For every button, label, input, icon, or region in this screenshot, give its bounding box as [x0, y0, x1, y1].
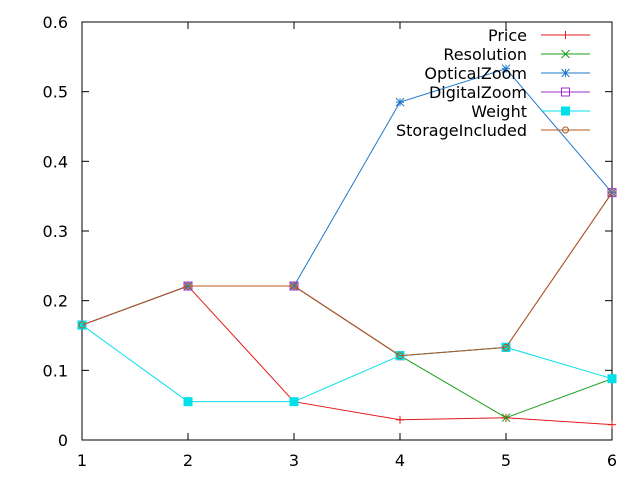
- data-point: [290, 282, 298, 290]
- legend-entry: OpticalZoom: [424, 64, 590, 83]
- legend-marker: [562, 126, 569, 134]
- data-point: [184, 282, 192, 290]
- legend-marker: [561, 49, 570, 59]
- legend-entry: Price: [488, 26, 590, 45]
- data-point: [501, 413, 511, 423]
- series-weight: [77, 320, 617, 407]
- legend-label: Price: [488, 26, 527, 45]
- series-line: [81, 68, 613, 326]
- y-tick-label: 0.5: [43, 83, 68, 102]
- series-resolution: [77, 281, 617, 423]
- legend-entry: Weight: [471, 102, 590, 121]
- series-opticalzoom: [77, 64, 617, 330]
- data-point: [607, 374, 617, 384]
- x-tick-label: 6: [607, 451, 617, 470]
- x-tick-label: 1: [77, 451, 87, 470]
- y-tick-label: 0.3: [43, 222, 68, 241]
- legend-label: DigitalZoom: [429, 83, 527, 102]
- series-line: [81, 285, 613, 419]
- legend-marker: [561, 87, 570, 97]
- data-point: [183, 397, 193, 407]
- legend: PriceResolutionOpticalZoomDigitalZoomWei…: [396, 26, 590, 140]
- data-point: [608, 420, 616, 429]
- legend-label: StorageIncluded: [396, 121, 527, 140]
- data-point: [502, 343, 510, 351]
- legend-label: Weight: [471, 102, 527, 121]
- series-line: [81, 192, 613, 357]
- x-tick-label: 3: [289, 451, 299, 470]
- legend-label: OpticalZoom: [424, 64, 527, 83]
- legend-marker: [561, 106, 570, 116]
- data-point: [501, 64, 511, 74]
- x-tick-label: 4: [395, 451, 405, 470]
- plot-frame: [81, 21, 613, 441]
- legend-entry: StorageIncluded: [396, 121, 590, 140]
- axes: 0 0.1 0.2 0.3 0.4 0.5 0.6 1 2 3 4 5 6: [43, 13, 618, 470]
- legend-label: Resolution: [443, 45, 527, 64]
- y-tick-label: 0.6: [43, 13, 68, 32]
- data-point: [396, 352, 404, 360]
- data-point: [395, 97, 405, 107]
- data-point: [289, 397, 299, 407]
- legend-entry: Resolution: [443, 45, 590, 64]
- legend-marker: [561, 31, 570, 39]
- data-point: [608, 189, 616, 197]
- x-tick-label: 5: [501, 451, 511, 470]
- data-point: [607, 188, 617, 198]
- y-tick-label: 0: [58, 431, 68, 450]
- plot-series: [77, 64, 617, 429]
- y-tick-label: 0.2: [43, 292, 68, 311]
- legend-entry: DigitalZoom: [429, 83, 590, 102]
- legend-marker: [561, 68, 570, 78]
- series-line: [81, 192, 613, 357]
- series-line: [81, 324, 613, 403]
- x-tick-label: 2: [183, 451, 193, 470]
- y-tick-label: 0.1: [43, 361, 68, 380]
- data-point: [78, 321, 86, 329]
- y-tick-label: 0.4: [43, 152, 68, 171]
- series-digitalzoom: [77, 188, 617, 361]
- data-point: [396, 415, 404, 424]
- series-storageincluded: [78, 189, 616, 360]
